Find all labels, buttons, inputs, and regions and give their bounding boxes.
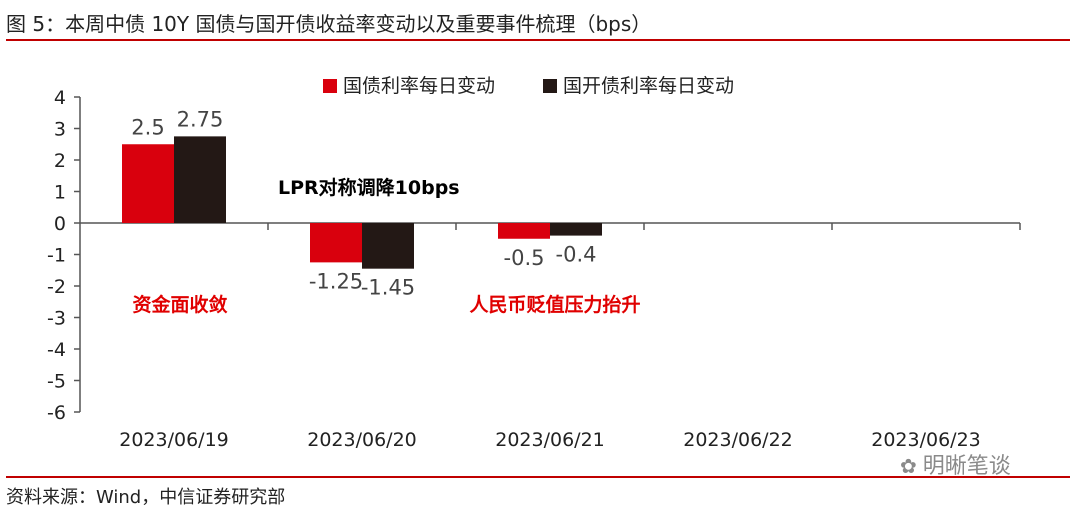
bar-cdb bbox=[174, 136, 226, 223]
x-tick-label: 2023/06/20 bbox=[307, 429, 417, 451]
y-tick-label: 1 bbox=[54, 182, 66, 204]
y-tick-label: 3 bbox=[54, 119, 66, 141]
annotation: 人民币贬值压力抬升 bbox=[469, 293, 640, 316]
data-label: -1.45 bbox=[361, 276, 415, 300]
bar-chart: 4 3 2 1 0 -1 -2 -3 -4 -5 -6 2023/06/19 2023/06/20 202… bbox=[47, 75, 1021, 451]
legend-label: 国债利率每日变动 bbox=[343, 75, 495, 97]
data-label: 2.75 bbox=[177, 107, 224, 131]
x-tick-label: 2023/06/23 bbox=[871, 429, 981, 451]
y-tick-label: 2 bbox=[54, 150, 66, 172]
y-tick-label: 0 bbox=[54, 213, 66, 235]
x-tick-label: 2023/06/22 bbox=[683, 429, 793, 451]
y-tick-label: -5 bbox=[47, 371, 66, 393]
x-tick-label: 2023/06/21 bbox=[495, 429, 605, 451]
source-note: 资料来源：Wind，中信证券研究部 bbox=[6, 487, 286, 508]
legend-swatch bbox=[543, 79, 557, 93]
y-tick-label: 4 bbox=[54, 87, 66, 109]
bar-gov bbox=[498, 223, 550, 239]
legend-label: 国开债利率每日变动 bbox=[563, 75, 734, 97]
x-tick-label: 2023/06/19 bbox=[119, 429, 229, 451]
data-label: -1.25 bbox=[309, 269, 363, 293]
watermark: ✿ 明晰笔谈 bbox=[900, 448, 1011, 480]
bar-gov bbox=[122, 144, 174, 223]
bar-cdb bbox=[550, 223, 602, 236]
y-tick-label: -3 bbox=[47, 308, 66, 330]
watermark-text: 明晰笔谈 bbox=[922, 454, 1011, 479]
wechat-icon: ✿ bbox=[900, 454, 917, 478]
data-label: 2.5 bbox=[131, 115, 164, 139]
y-tick-label: -1 bbox=[47, 245, 66, 267]
footer-divider bbox=[6, 476, 1070, 478]
annotation: 资金面收敛 bbox=[132, 293, 227, 316]
data-label: -0.5 bbox=[504, 246, 545, 270]
y-tick-label: -6 bbox=[47, 402, 66, 424]
y-tick-label: -4 bbox=[47, 339, 66, 361]
legend-swatch bbox=[323, 79, 337, 93]
bar-gov bbox=[310, 223, 362, 263]
data-label: -0.4 bbox=[556, 243, 597, 267]
annotation: LPR对称调降10bps bbox=[278, 176, 460, 199]
chart-title: 图 5：本周中债 10Y 国债与国开债收益率变动以及重要事件梳理（bps） bbox=[6, 12, 652, 36]
bar-cdb bbox=[362, 223, 414, 269]
title-divider bbox=[6, 39, 1070, 41]
y-tick-label: -2 bbox=[47, 276, 66, 298]
